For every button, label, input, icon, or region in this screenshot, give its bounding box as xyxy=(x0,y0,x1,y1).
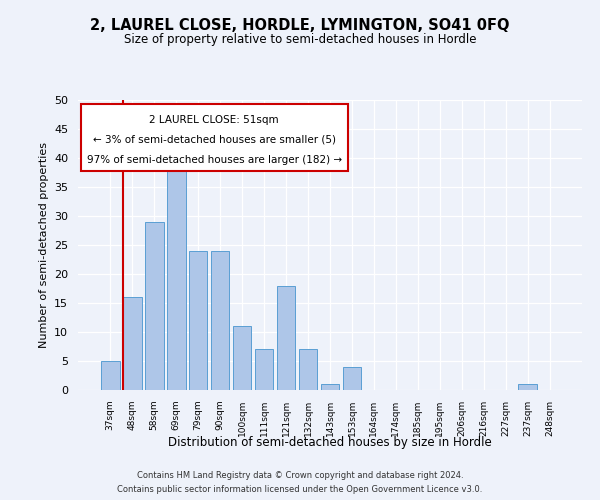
Bar xyxy=(211,251,229,390)
Y-axis label: Number of semi-detached properties: Number of semi-detached properties xyxy=(38,142,49,348)
Text: Size of property relative to semi-detached houses in Hordle: Size of property relative to semi-detach… xyxy=(124,32,476,46)
Text: 97% of semi-detached houses are larger (182) →: 97% of semi-detached houses are larger (… xyxy=(86,155,341,165)
Bar xyxy=(189,251,208,390)
Text: 2 LAUREL CLOSE: 51sqm: 2 LAUREL CLOSE: 51sqm xyxy=(149,114,279,124)
Bar xyxy=(101,361,119,390)
Bar xyxy=(343,367,361,390)
Bar xyxy=(145,222,164,390)
Bar xyxy=(123,297,142,390)
Text: Contains HM Land Registry data © Crown copyright and database right 2024.: Contains HM Land Registry data © Crown c… xyxy=(137,472,463,480)
Text: Distribution of semi-detached houses by size in Hordle: Distribution of semi-detached houses by … xyxy=(168,436,492,449)
Bar xyxy=(320,384,340,390)
Bar xyxy=(167,152,185,390)
Bar xyxy=(518,384,537,390)
Text: Contains public sector information licensed under the Open Government Licence v3: Contains public sector information licen… xyxy=(118,484,482,494)
Bar xyxy=(233,326,251,390)
Bar xyxy=(255,350,274,390)
Bar xyxy=(277,286,295,390)
FancyBboxPatch shape xyxy=(80,104,347,171)
Text: ← 3% of semi-detached houses are smaller (5): ← 3% of semi-detached houses are smaller… xyxy=(92,135,335,145)
Bar xyxy=(299,350,317,390)
Text: 2, LAUREL CLOSE, HORDLE, LYMINGTON, SO41 0FQ: 2, LAUREL CLOSE, HORDLE, LYMINGTON, SO41… xyxy=(90,18,510,32)
